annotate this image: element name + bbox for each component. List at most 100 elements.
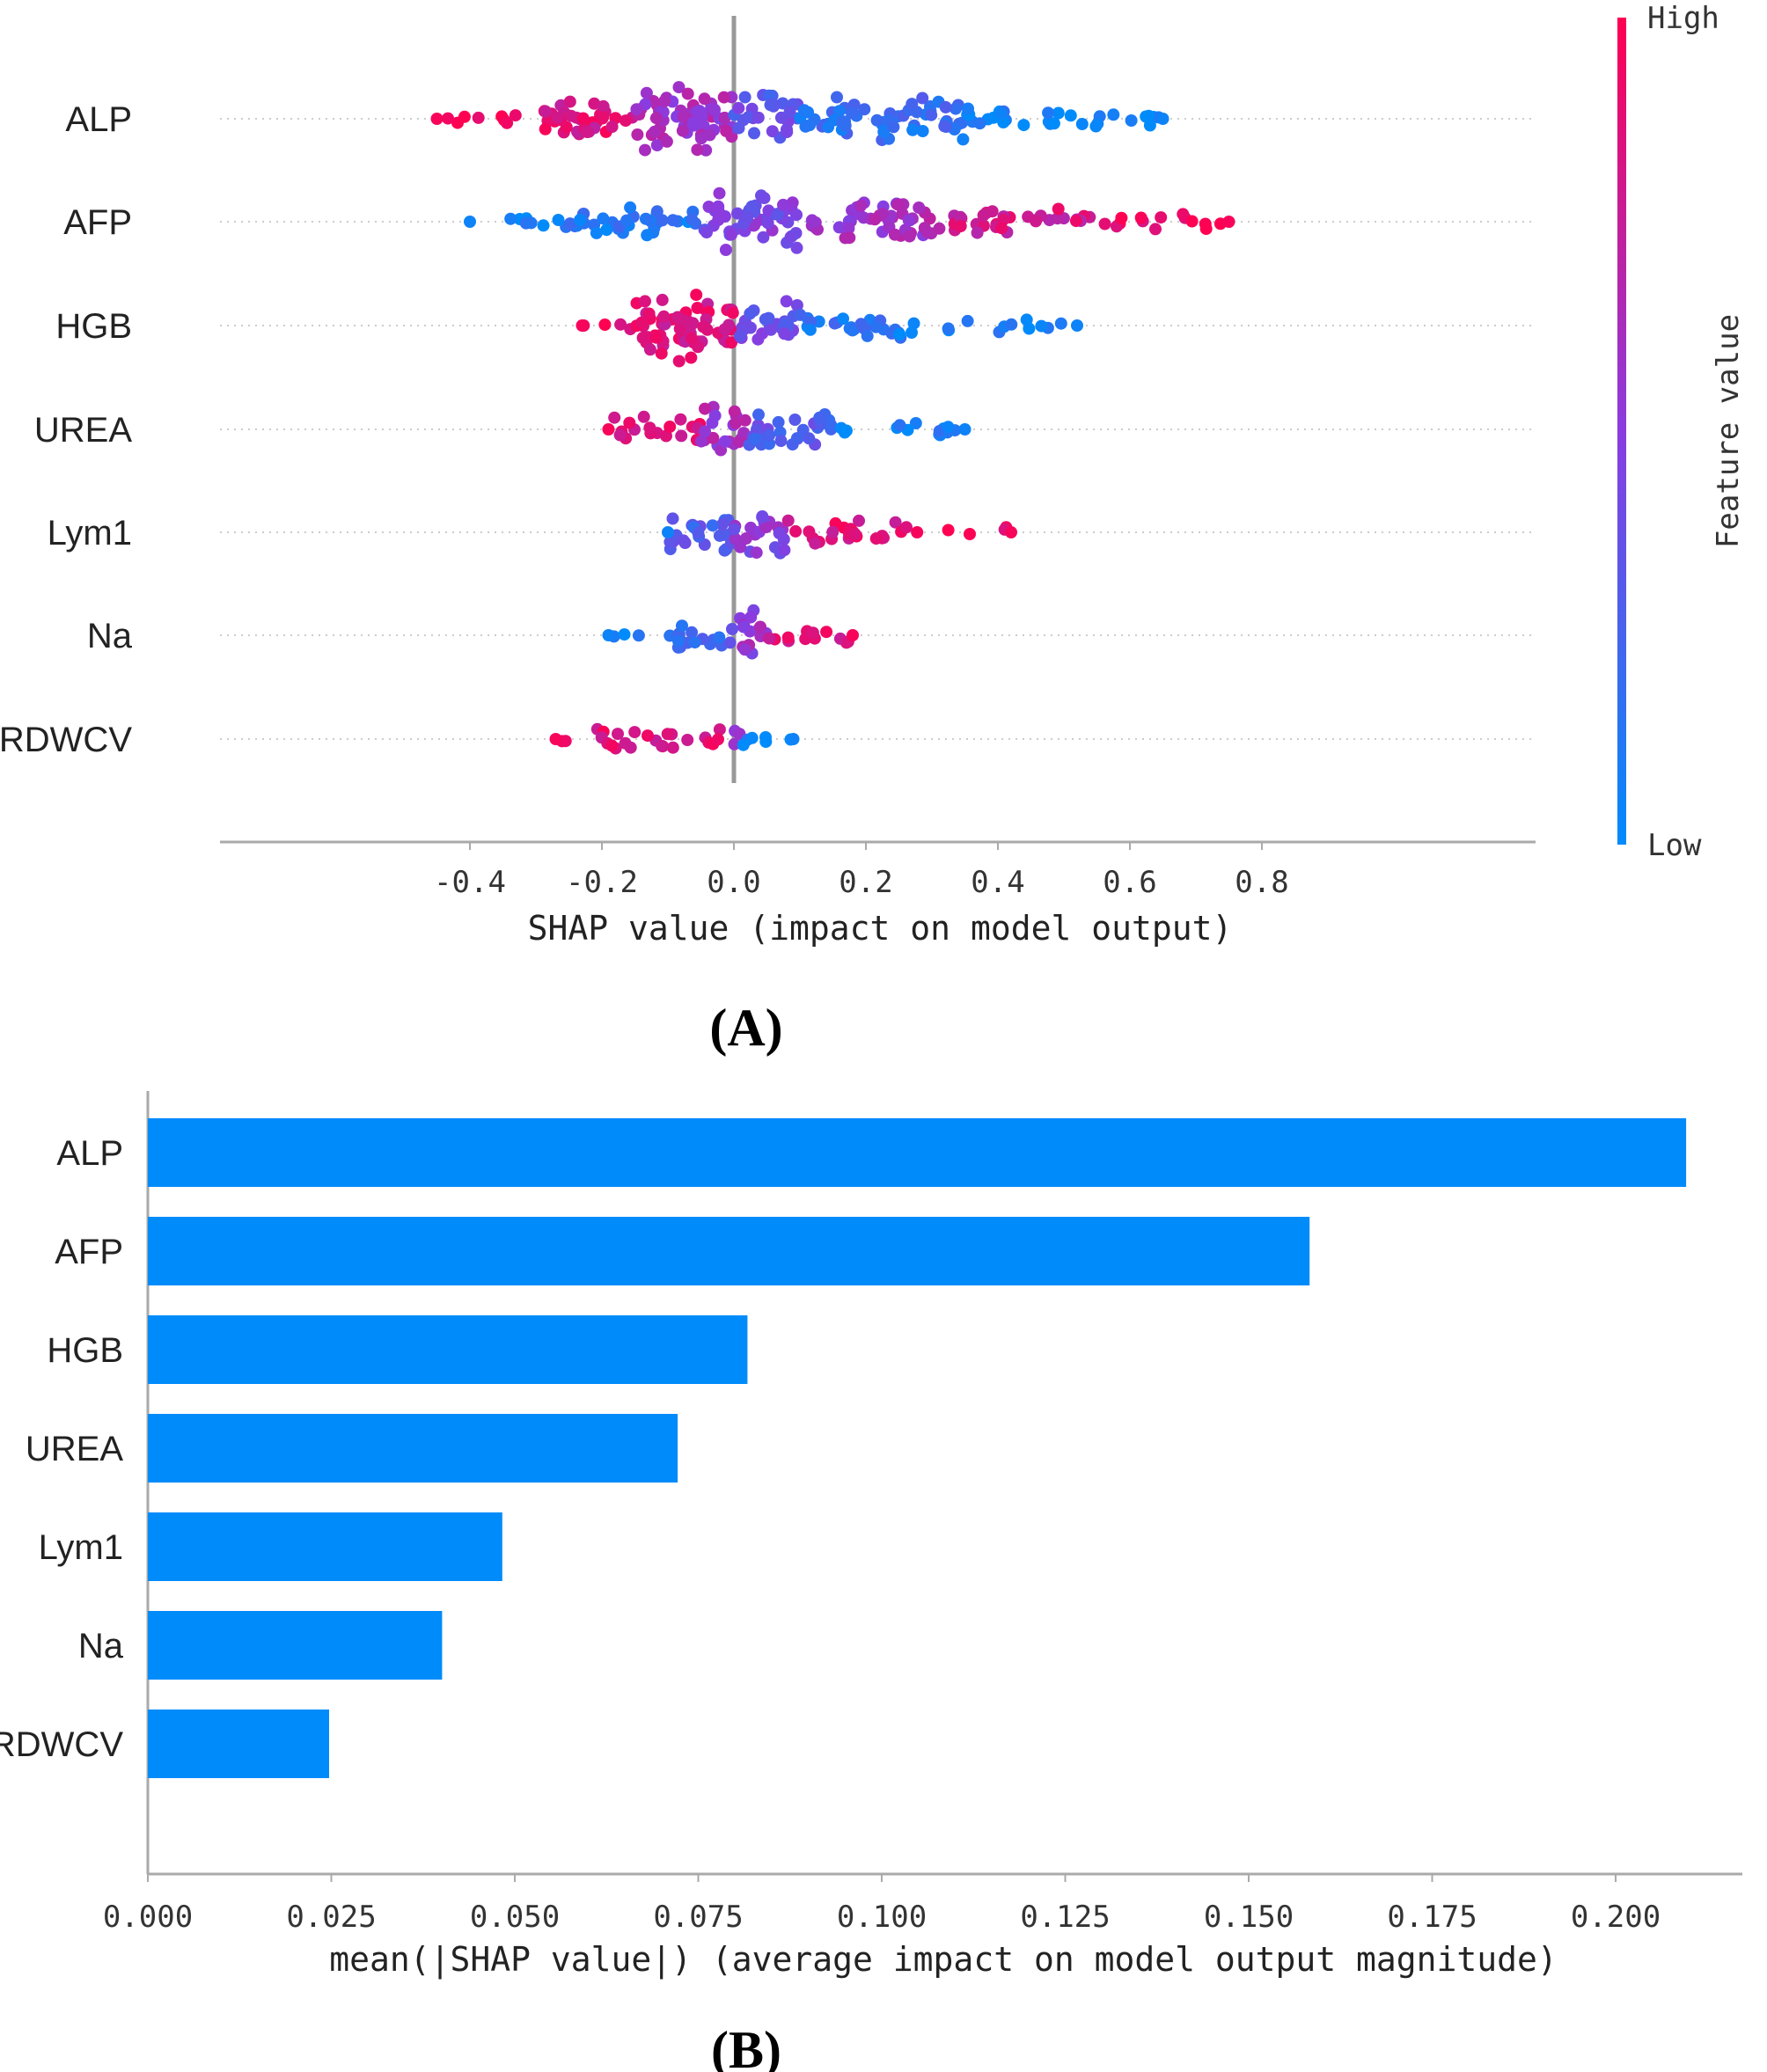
shap-dot: [1005, 318, 1018, 331]
shap-dot: [1020, 313, 1033, 326]
x-ticks: -0.4 -0.2 0.0 0.2 0.4 0.6 0.8: [434, 842, 1289, 900]
shap-dot: [739, 532, 752, 545]
beeswarm-chart: ALP AFP HGB UREA Lym1 Na RDWCV -0.4 -0.2 0.0 0.2 0…: [0, 1, 1746, 1057]
shap-dot: [598, 318, 612, 331]
shap-dot: [672, 634, 685, 648]
feature-label-rdwcv: RDWCV: [0, 721, 132, 759]
shap-dot: [790, 299, 803, 311]
shap-dot: [728, 405, 741, 418]
shap-dot: [602, 423, 615, 436]
shap-dot: [590, 226, 603, 239]
shap-dot: [787, 733, 800, 745]
shap-dot: [925, 108, 938, 121]
shap-dot: [938, 120, 951, 133]
shap-dot: [758, 192, 771, 205]
shap-dot: [702, 201, 715, 213]
x-ticks-b: 0.000 0.025 0.050 0.075 0.100 0.125 0.150 0.175…: [103, 1874, 1661, 1935]
x-tick-label-b: 0.000: [103, 1900, 193, 1935]
shap-dot: [842, 222, 855, 235]
shap-dot: [581, 126, 594, 138]
shap-dot: [822, 121, 835, 134]
shap-dot: [808, 216, 821, 229]
shap-dot: [794, 308, 807, 321]
x-tick-label: -0.4: [434, 865, 506, 900]
shap-dot: [893, 419, 906, 432]
shap-dot: [612, 728, 624, 741]
shap-dot: [692, 526, 705, 539]
shap-dot: [905, 326, 918, 339]
shap-dot: [641, 229, 654, 242]
shap-dot: [962, 102, 974, 115]
x-axis-title: SHAP value (impact on model output): [528, 909, 1233, 948]
bar-label-alp: ALP: [56, 1134, 123, 1173]
shap-dot: [905, 98, 919, 111]
shap-dot: [640, 86, 653, 99]
shap-dot: [803, 323, 817, 336]
shap-dot: [700, 226, 713, 238]
shap-dot: [732, 436, 745, 449]
shap-dot: [713, 723, 726, 736]
shap-dot: [803, 525, 816, 538]
shap-dot: [539, 122, 552, 135]
shap-dot: [832, 105, 846, 118]
shap-dot: [661, 728, 674, 741]
bar-lym1: [148, 1512, 502, 1581]
shap-dot: [718, 323, 731, 336]
shap-dot: [472, 111, 485, 124]
shap-dot: [779, 318, 792, 331]
shap-dot: [1030, 215, 1043, 228]
shap-dot: [916, 125, 929, 137]
shap-dot: [1005, 526, 1017, 538]
shap-dot: [766, 125, 779, 138]
shap-dot: [618, 628, 631, 641]
shap-dot: [783, 106, 796, 119]
shap-dot: [677, 534, 690, 547]
shap-dot: [1071, 319, 1083, 332]
shap-dot: [676, 619, 688, 633]
shap-dot: [744, 307, 757, 320]
shap-dot: [774, 435, 788, 448]
colorbar: High Low Feature value: [1617, 1, 1746, 863]
shap-dot: [648, 125, 661, 138]
shap-dot: [933, 222, 946, 235]
shap-dot: [697, 320, 710, 333]
shap-dot: [649, 112, 663, 125]
shap-dot: [728, 523, 741, 536]
shap-dot: [750, 546, 763, 560]
shap-dot: [635, 316, 649, 329]
shap-dot: [504, 212, 517, 225]
shap-dot: [597, 99, 610, 113]
shap-dot: [773, 527, 786, 539]
beeswarm-row-rdwcv: [549, 722, 800, 755]
shap-dot: [1069, 215, 1082, 228]
shap-dot: [916, 92, 929, 105]
x-tick-label-b: 0.025: [286, 1900, 376, 1935]
shap-dot: [509, 109, 522, 122]
feature-label-alp: ALP: [65, 100, 132, 139]
shap-dot: [738, 643, 752, 656]
shap-dot: [620, 114, 632, 128]
shap-dot: [778, 544, 791, 557]
x-tick-label: 0.2: [839, 865, 892, 900]
shap-dot: [756, 510, 769, 523]
bar-label-lym1: Lym1: [39, 1528, 123, 1567]
shap-dot: [718, 111, 731, 124]
shap-dot: [656, 293, 669, 306]
shap-dot: [686, 116, 700, 129]
shap-dot: [681, 87, 694, 100]
shap-dot: [762, 204, 775, 217]
shap-dot: [637, 410, 650, 423]
shap-dot: [576, 319, 589, 332]
shap-dot: [698, 92, 711, 106]
shap-dot: [781, 514, 795, 527]
shap-dot: [763, 632, 776, 645]
shap-dot: [977, 209, 990, 222]
shap-dot: [778, 327, 791, 340]
shap-dot: [650, 205, 664, 218]
shap-dot: [565, 109, 577, 122]
x-tick-label-b: 0.050: [470, 1900, 560, 1935]
shap-dot: [776, 97, 789, 110]
shap-dot: [719, 435, 731, 448]
shap-dot: [650, 139, 664, 152]
shap-dot: [641, 331, 654, 344]
